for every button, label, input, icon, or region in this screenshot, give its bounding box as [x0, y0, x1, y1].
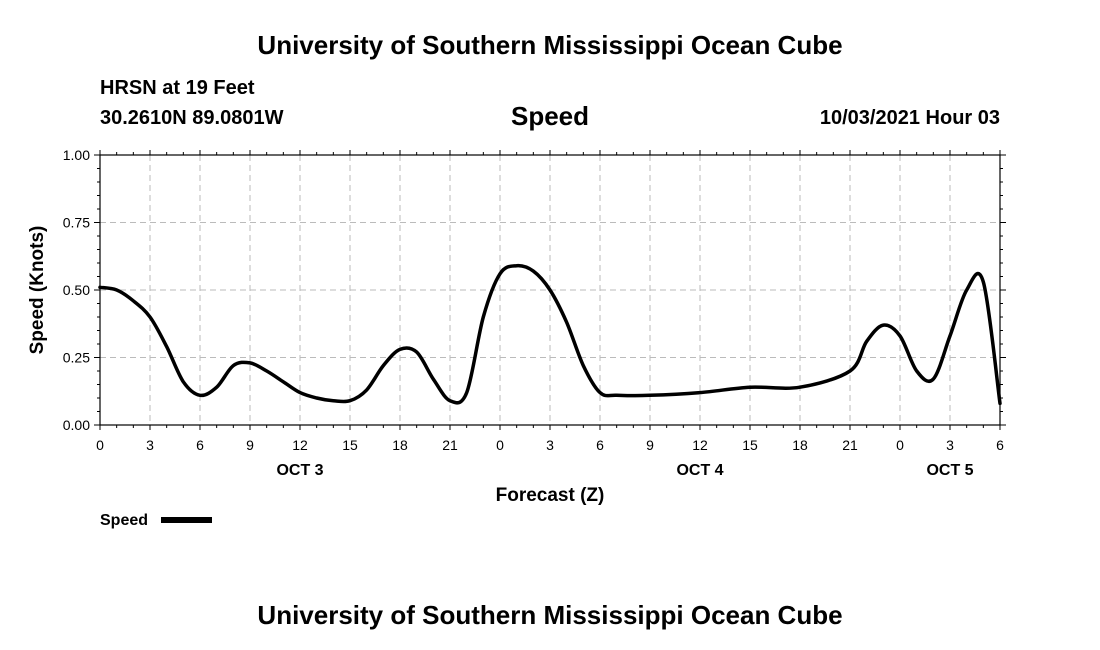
x-tick-label: 18 — [392, 437, 408, 453]
legend-label: Speed — [100, 512, 148, 529]
x-tick-label: 6 — [196, 437, 204, 453]
page-title-bottom: University of Southern Mississippi Ocean… — [257, 600, 843, 630]
station-label: HRSN at 19 Feet — [100, 77, 255, 99]
day-label: OCT 5 — [926, 462, 973, 479]
day-label: OCT 4 — [676, 462, 723, 479]
x-tick-label: 0 — [96, 437, 104, 453]
x-tick-label: 9 — [646, 437, 654, 453]
y-tick-label: 0.50 — [63, 282, 90, 298]
station-coords: 30.2610N 89.0801W — [100, 107, 284, 129]
y-axis-label: Speed (Knots) — [27, 226, 48, 355]
x-tick-label: 15 — [742, 437, 758, 453]
legend-swatch — [161, 517, 212, 523]
y-tick-label: 0.25 — [63, 350, 90, 366]
chart-labels: 0 3 6 9 12 15 18 21 0 3 6 9 12 15 18 21 0 3 6 0.00 0.25 0.50 0… — [63, 147, 1004, 479]
x-tick-label: 0 — [896, 437, 904, 453]
y-tick-label: 0.75 — [63, 215, 90, 231]
forecast-timestamp: 10/03/2021 Hour 03 — [819, 107, 1000, 129]
x-tick-label: 3 — [946, 437, 954, 453]
x-tick-label: 21 — [442, 437, 458, 453]
x-axis-label: Forecast (Z) — [496, 485, 605, 506]
x-tick-label: 3 — [146, 437, 154, 453]
x-tick-label: 12 — [692, 437, 708, 453]
x-tick-label: 9 — [246, 437, 254, 453]
speed-series-line — [98, 263, 1002, 406]
plot-frame — [99, 154, 1001, 426]
chart-title: Speed — [510, 101, 590, 131]
x-tick-label: 15 — [342, 437, 358, 453]
day-label: OCT 3 — [276, 462, 323, 479]
chart-grid — [100, 155, 1000, 425]
x-tick-label: 18 — [792, 437, 808, 453]
y-tick-label: 1.00 — [63, 147, 90, 163]
y-tick-label: 0.00 — [63, 417, 90, 433]
x-tick-label: 6 — [996, 437, 1004, 453]
x-tick-label: 0 — [496, 437, 504, 453]
page-title-top: University of Southern Mississippi Ocean… — [257, 30, 843, 60]
x-tick-label: 6 — [596, 437, 604, 453]
speed-chart: 0 3 6 9 12 15 18 21 0 3 6 9 12 15 18 21 0 3 6 0.00 0.25 0.50 0… — [27, 147, 1006, 529]
x-tick-label: 12 — [292, 437, 308, 453]
x-tick-label: 21 — [842, 437, 858, 453]
x-tick-label: 3 — [546, 437, 554, 453]
